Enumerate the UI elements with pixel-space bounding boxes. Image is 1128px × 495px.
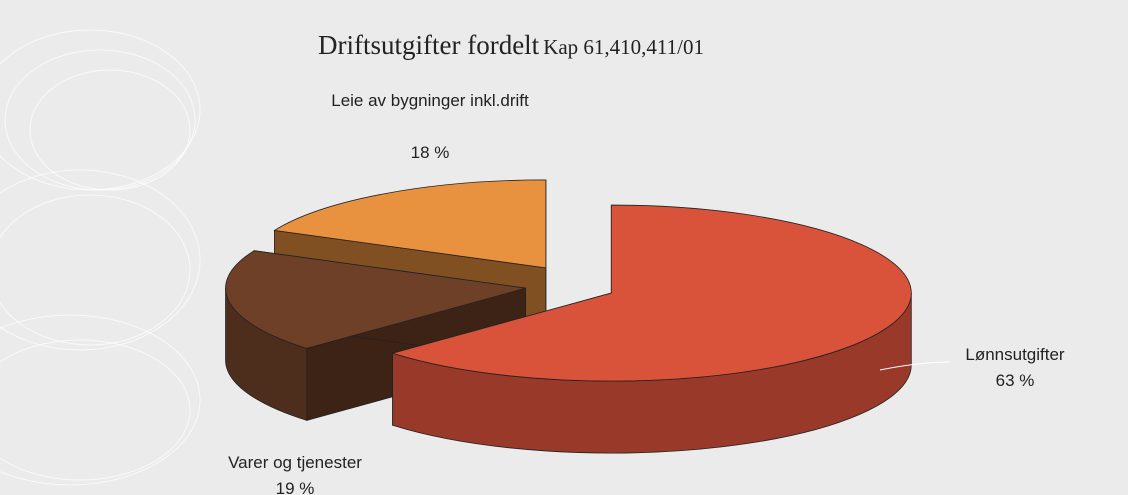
slice-label: Lønnsutgifter bbox=[930, 342, 1100, 368]
slice-label: Leie av bygninger inkl.drift bbox=[305, 88, 555, 114]
swirl bbox=[0, 30, 200, 190]
slice-value-label: 63 % bbox=[930, 368, 1100, 394]
swirl bbox=[5, 50, 195, 190]
swirl bbox=[0, 170, 200, 350]
slice-value-label: 18 % bbox=[305, 140, 555, 166]
chart-title: Driftsutgifter fordelt Kap 61,410,411/01 bbox=[318, 30, 704, 61]
page: Driftsutgifter fordelt Kap 61,410,411/01… bbox=[0, 0, 1128, 495]
slice-value-label: 19 % bbox=[170, 476, 420, 495]
chart bbox=[0, 0, 1128, 495]
title-main: Driftsutgifter fordelt bbox=[318, 30, 539, 60]
swirl bbox=[0, 340, 190, 480]
title-sub: Kap 61,410,411/01 bbox=[543, 35, 704, 59]
swirl bbox=[0, 195, 190, 345]
background-swirls bbox=[0, 30, 200, 485]
slice-label: Varer og tjenester bbox=[170, 450, 420, 476]
